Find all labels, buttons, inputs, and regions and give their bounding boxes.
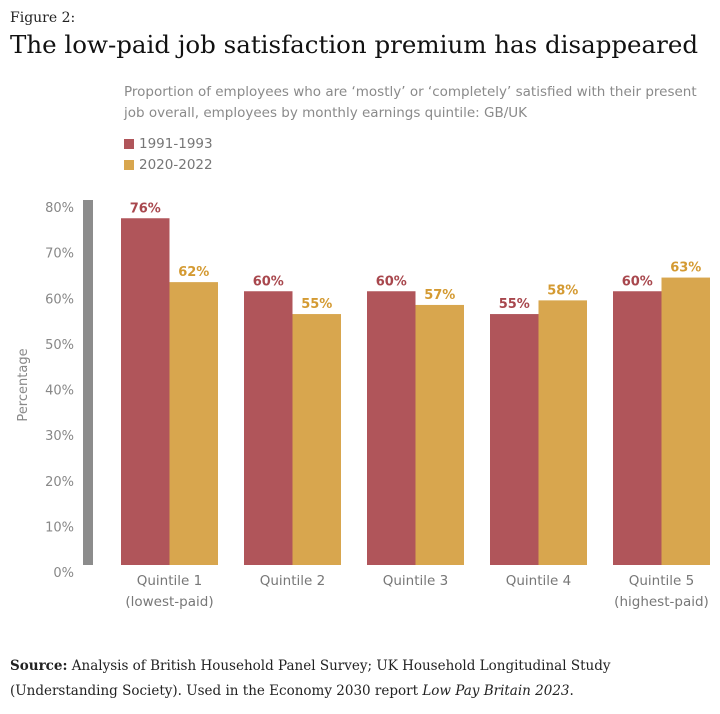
y-tick-label: 10% <box>45 520 74 535</box>
bar-2020-2022-q1 <box>169 282 218 565</box>
data-label: 60% <box>253 274 284 289</box>
data-label: 63% <box>670 261 701 276</box>
y-tick-label: 0% <box>53 566 74 581</box>
data-label: 60% <box>376 274 407 289</box>
bar-1991-1993-q4 <box>490 314 539 565</box>
data-label: 62% <box>178 265 209 280</box>
x-tick-label: Quintile 5 <box>629 573 694 589</box>
figure-label: Figure 2: <box>10 10 76 26</box>
y-tick-label: 60% <box>45 292 74 307</box>
y-tick-label: 40% <box>45 384 74 399</box>
y-axis-bar <box>83 200 93 565</box>
x-tick-label: Quintile 3 <box>383 573 448 589</box>
chart-title: The low-paid job satisfaction premium ha… <box>10 30 699 59</box>
bar-2020-2022-q3 <box>415 304 464 565</box>
data-label: 55% <box>499 297 530 312</box>
bar-chart: 0% 10% 20% 30% 40% 50% 60% 70% 80% Percentage 76% 6… <box>16 200 710 610</box>
y-tick-label: 70% <box>45 247 74 262</box>
bar-1991-1993-q3 <box>367 291 416 565</box>
y-tick-label: 50% <box>45 338 74 353</box>
bar-2020-2022-q5 <box>661 277 710 565</box>
x-tick-label: Quintile 4 <box>506 573 571 589</box>
bar-1991-1993-q1 <box>121 218 170 565</box>
x-tick-label: Quintile 1 <box>137 573 202 589</box>
legend-label: 1991-1993 <box>139 136 213 152</box>
bar-2020-2022-q2 <box>292 314 341 565</box>
data-label: 58% <box>547 283 578 298</box>
legend-item-2020: 2020-2022 <box>124 157 213 173</box>
bar-1991-1993-q2 <box>244 291 293 565</box>
bar-1991-1993-q5 <box>613 291 662 565</box>
bar-2020-2022-q4 <box>538 300 587 565</box>
legend-swatch <box>124 160 134 170</box>
y-tick-label: 20% <box>45 475 74 490</box>
x-tick-sublabel: (highest-paid) <box>614 594 709 610</box>
data-label: 76% <box>130 201 161 216</box>
chart-subtitle: Proportion of employees who are ‘mostly’… <box>124 84 697 121</box>
x-tick-sublabel: (lowest-paid) <box>125 594 213 610</box>
legend-swatch <box>124 139 134 149</box>
legend-label: 2020-2022 <box>139 157 213 173</box>
y-tick-label: 30% <box>45 429 74 444</box>
source-note: Source: Analysis of British Household Pa… <box>10 658 611 699</box>
y-tick-label: 80% <box>45 201 74 216</box>
x-tick-label: Quintile 2 <box>260 573 325 589</box>
data-label: 57% <box>424 288 455 303</box>
data-label: 55% <box>301 297 332 312</box>
data-label: 60% <box>622 274 653 289</box>
legend-item-1991: 1991-1993 <box>124 136 213 152</box>
y-axis-label: Percentage <box>16 348 31 421</box>
